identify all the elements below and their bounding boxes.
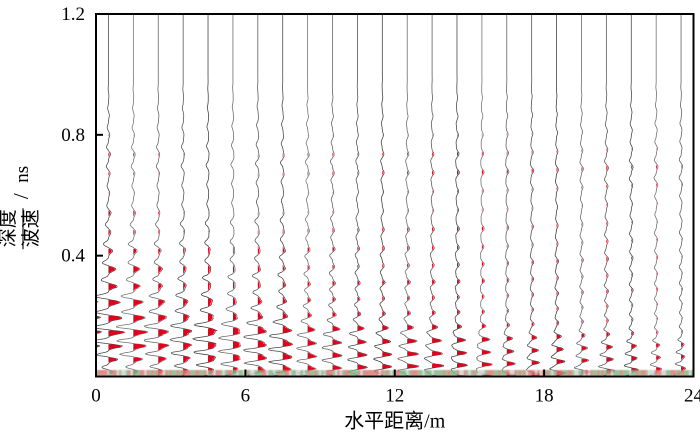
svg-text:深度: 深度 bbox=[0, 209, 19, 247]
svg-text:1.2: 1.2 bbox=[61, 4, 85, 25]
svg-text:/: / bbox=[9, 193, 33, 199]
svg-text:24: 24 bbox=[684, 386, 700, 407]
svg-text:0.8: 0.8 bbox=[61, 125, 85, 146]
svg-text:ns: ns bbox=[12, 166, 33, 183]
svg-text:6: 6 bbox=[241, 386, 251, 407]
svg-text:0.4: 0.4 bbox=[61, 246, 85, 267]
svg-text:0: 0 bbox=[91, 386, 101, 407]
svg-text:12: 12 bbox=[385, 386, 404, 407]
svg-text:水平距离/m: 水平距离/m bbox=[344, 410, 446, 433]
svg-text:18: 18 bbox=[535, 386, 554, 407]
svg-text:波速: 波速 bbox=[20, 209, 42, 247]
